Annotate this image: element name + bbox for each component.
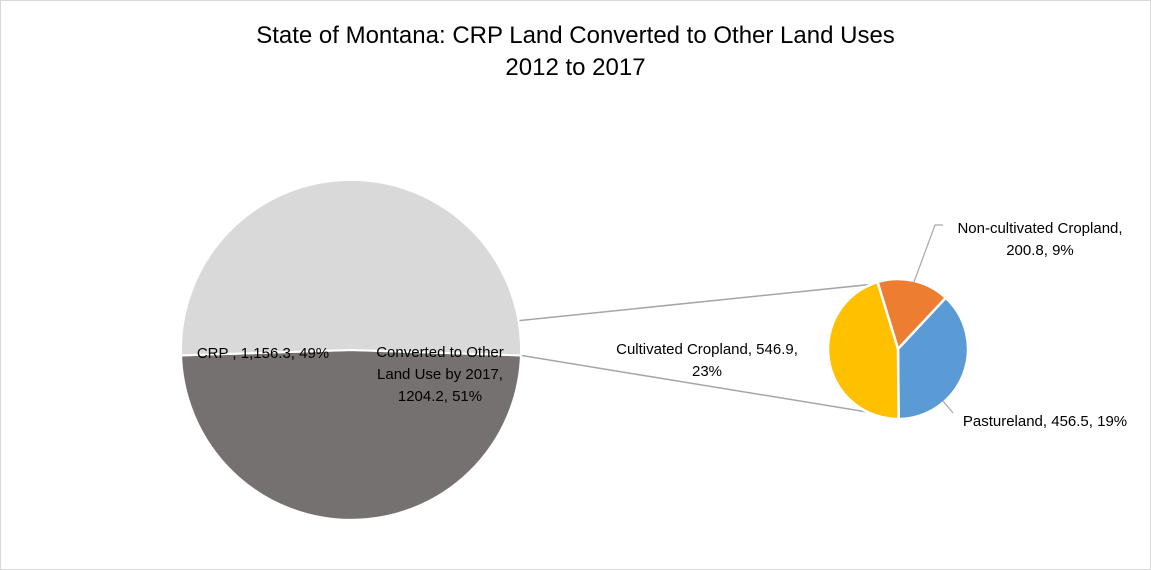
chart-title-block: State of Montana: CRP Land Converted to … [1, 20, 1150, 84]
data-label-cultivated-line: Cultivated Cropland, 546.9, [616, 341, 798, 358]
data-label-crp-line: CRP , 1,156.3, 49% [197, 345, 329, 362]
data-label-converted-line: Converted to Other [376, 344, 504, 361]
primary-pie [180, 178, 522, 521]
pie-slice-converted [180, 178, 522, 357]
data-label-cultivated-line: 23% [692, 363, 722, 380]
pie-slice-cultivated [826, 280, 900, 421]
data-label-converted-line: Land Use by 2017, [377, 366, 503, 383]
pie-slice-noncultivated [875, 277, 948, 352]
secondary-pie [826, 277, 970, 421]
connector-line-bottom [520, 354, 905, 419]
data-label-pastureland: Pastureland, 456.5, 19% [963, 413, 1127, 430]
leader-line-pastureland [942, 400, 954, 414]
leader-line-noncultivated [913, 224, 943, 283]
data-labels: CRP , 1,156.3, 49% Converted to Other Land… [197, 220, 1127, 430]
data-label-cultivated: Cultivated Cropland, 546.9, 23% [616, 341, 798, 380]
data-label-pastureland-line: Pastureland, 456.5, 19% [963, 413, 1127, 430]
leader-lines [913, 224, 954, 414]
data-label-noncultivated: Non-cultivated Cropland, 200.8, 9% [957, 220, 1122, 259]
pie-slice-crp [180, 348, 522, 521]
data-label-crp: CRP , 1,156.3, 49% [197, 345, 329, 362]
data-label-converted: Converted to Other Land Use by 2017, 1204.… [376, 344, 504, 405]
chart-title: State of Montana: CRP Land Converted to … [256, 22, 895, 49]
pie-slice-pastureland [896, 296, 970, 421]
data-label-noncultivated-line: 200.8, 9% [1006, 242, 1074, 259]
chart-subtitle: 2012 to 2017 [505, 54, 646, 81]
data-label-noncultivated-line: Non-cultivated Cropland, [957, 220, 1122, 237]
data-label-converted-line: 1204.2, 51% [398, 388, 482, 405]
